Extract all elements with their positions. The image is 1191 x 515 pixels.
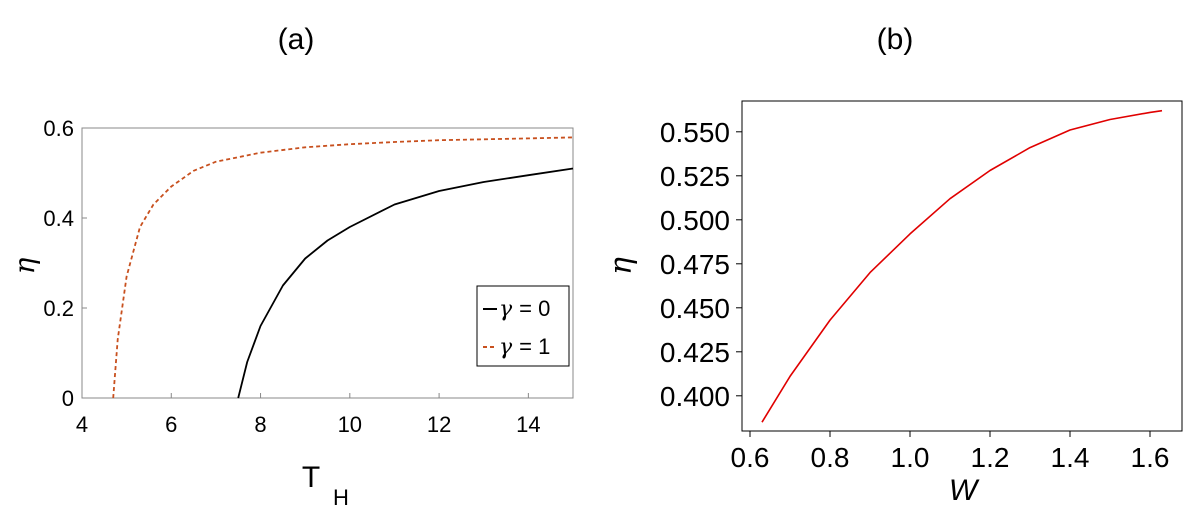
panel-a-ticks: 4 6 8 10 12 14 0 0.2 0.4 0.6 — [43, 116, 540, 437]
legend-symbol-gamma-1: γ — [499, 335, 513, 360]
legend-text-gamma-1: = 1 — [513, 334, 550, 359]
panel-b-y-tick-label: 0.450 — [660, 293, 730, 324]
panel-a-x-tick-label: 12 — [427, 412, 451, 437]
panel-a-chart: 4 6 8 10 12 14 0 0.2 0.4 0.6 η T H γ = 0 γ = 1 — [8, 116, 574, 510]
panel-b-x-tick-label: 1.0 — [891, 442, 930, 473]
legend-text-gamma-0: = 0 — [513, 296, 550, 321]
panel-a-x-tick-label: 8 — [254, 412, 266, 437]
panel-a-x-tick-label: 14 — [516, 412, 540, 437]
panel-a-series-line-0 — [237, 167, 574, 399]
panel-a-series-line-1 — [112, 136, 574, 399]
panel-b-y-tick-label: 0.400 — [660, 381, 730, 412]
panel-b-ticks: 0.6 0.8 1.0 1.2 1.4 1.6 0.400 0.425 0.450 0.475 0.… — [660, 117, 1170, 473]
panel-b-y-axis-label: η — [604, 257, 639, 275]
panel-b-chart: 0.6 0.8 1.0 1.2 1.4 1.6 0.400 0.425 0.450 0.475 0.… — [604, 100, 1183, 507]
panel-a-legend: γ = 0 γ = 1 — [476, 285, 570, 367]
panel-a-y-tick-label: 0.4 — [43, 206, 74, 231]
panel-b-series — [761, 109, 1163, 423]
panel-a-y-axis-label: η — [8, 257, 41, 274]
panel-a-y-tick-label: 0 — [62, 386, 74, 411]
panel-a-x-tick-label: 10 — [338, 412, 362, 437]
panel-b-x-tick-label: 1.2 — [971, 442, 1010, 473]
panel-a-y-tick-label: 0.6 — [43, 116, 74, 141]
panel-a-series — [112, 136, 574, 399]
panel-a-plot-frame — [81, 127, 574, 399]
legend-symbol-gamma-0: γ — [499, 297, 513, 322]
panel-b-x-axis-label: W — [949, 474, 980, 507]
panel-b-y-tick-label: 0.475 — [660, 249, 730, 280]
panel-a-label: (a) — [278, 23, 315, 56]
legend-box — [476, 285, 570, 367]
panel-a-y-tick-label: 0.2 — [43, 296, 74, 321]
panel-b-y-tick-label: 0.525 — [660, 161, 730, 192]
panel-b-plot-frame — [741, 100, 1183, 432]
panel-a-x-tick-label: 4 — [76, 412, 88, 437]
panel-b-x-tick-label: 1.4 — [1051, 442, 1090, 473]
panel-b-series-line-0 — [761, 109, 1163, 423]
panel-a-x-axis-label: T — [302, 461, 320, 494]
panel-b-y-tick-label: 0.550 — [660, 117, 730, 148]
panel-b-x-tick-label: 0.8 — [811, 442, 850, 473]
panel-a-x-axis-label-sub: H — [333, 485, 349, 510]
panel-a-x-tick-label: 6 — [165, 412, 177, 437]
panel-b-x-tick-label: 0.6 — [731, 442, 770, 473]
panel-b-x-tick-label: 1.6 — [1131, 442, 1170, 473]
panel-b-y-tick-label: 0.425 — [660, 337, 730, 368]
panel-b-label: (b) — [877, 23, 914, 56]
panel-b-y-tick-label: 0.500 — [660, 205, 730, 236]
